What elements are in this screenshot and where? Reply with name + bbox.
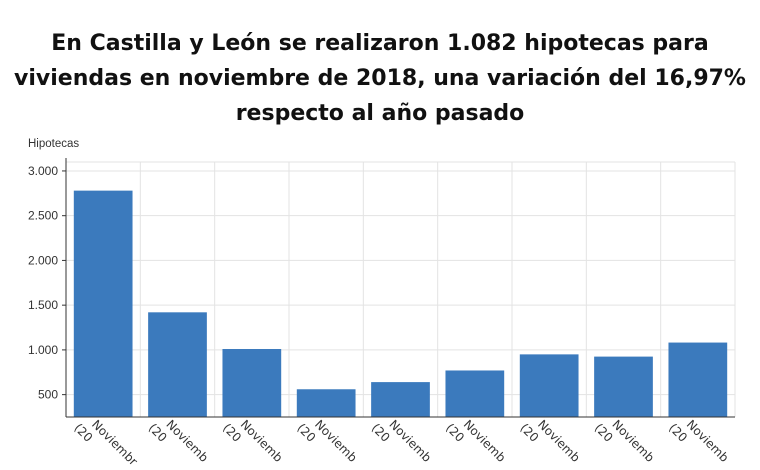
x-tick-label-month: Noviemb: [312, 417, 360, 465]
x-tick-label: Noviemb(20: [666, 417, 732, 465]
bar: [668, 342, 728, 417]
chart-title-line-1: En Castilla y León se realizaron 1.082 h…: [51, 31, 709, 56]
bar: [296, 389, 356, 417]
x-tick-label-month: Noviemb: [238, 417, 286, 465]
bar: [148, 312, 207, 417]
x-tick-label-month: Noviembr: [89, 417, 140, 468]
x-tick-label-month: Noviemb: [163, 417, 211, 465]
bar: [222, 349, 282, 417]
x-tick-label: Noviemb(20: [369, 417, 434, 465]
x-tick-label: Noviemb(20: [146, 417, 211, 465]
x-tick-label-month: Noviemb: [535, 417, 583, 465]
x-tick-label: Noviemb(20: [220, 417, 286, 465]
y-tick-label: 2.500: [28, 209, 58, 223]
x-tick-label-month: Noviemb: [461, 417, 509, 465]
bar: [73, 190, 133, 417]
y-tick-label: 1.500: [28, 298, 58, 312]
x-tick-label: Noviemb(20: [517, 417, 583, 465]
bar: [519, 354, 579, 417]
x-tick-label: Noviemb(20: [294, 417, 360, 465]
bar: [445, 370, 505, 417]
y-axis-label: Hipotecas: [28, 138, 80, 150]
bar: [594, 356, 653, 417]
x-tick-label: Noviemb(20: [443, 417, 509, 465]
x-tick-label-month: Noviemb: [684, 417, 732, 465]
chart-title: En Castilla y León se realizaron 1.082 h…: [0, 26, 760, 131]
x-tick-label: Noviembr(20: [71, 417, 140, 468]
bar: [371, 382, 430, 417]
y-tick-label: 2.000: [28, 253, 58, 267]
y-tick-label: 500: [38, 388, 58, 402]
chart-title-line-3: respecto al año pasado: [235, 101, 525, 126]
y-tick-label: 3.000: [28, 164, 58, 178]
x-tick-label-month: Noviemb: [386, 417, 434, 465]
x-tick-label-month: Noviemb: [609, 417, 657, 465]
x-tick-label: Noviemb(20: [592, 417, 657, 465]
chart-title-line-2: viviendas en noviembre de 2018, una vari…: [14, 66, 746, 91]
y-tick-label: 1.000: [28, 343, 58, 357]
